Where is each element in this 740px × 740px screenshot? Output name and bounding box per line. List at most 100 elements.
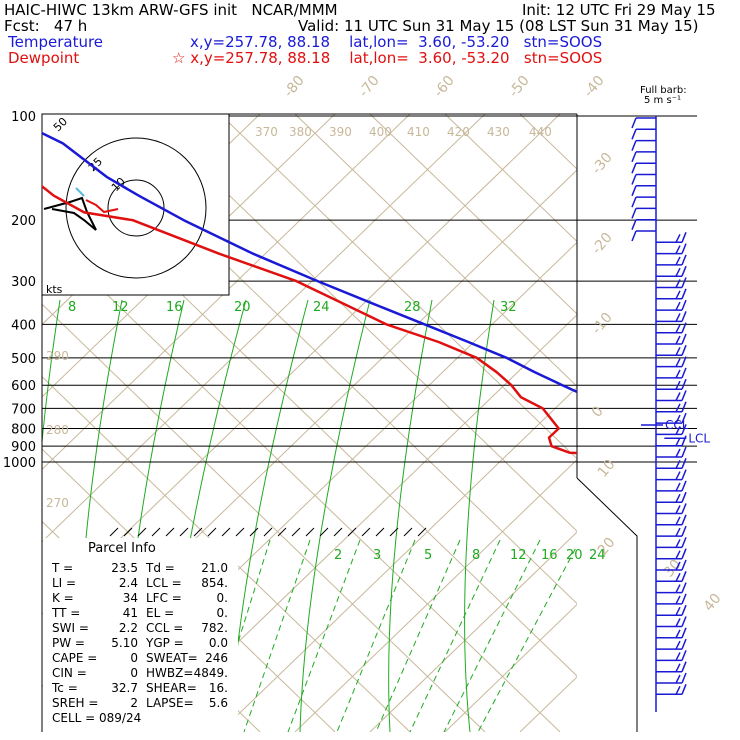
- wind-barb: [631, 230, 656, 242]
- wind-barb: [656, 503, 687, 515]
- barb-flag: [681, 582, 687, 593]
- barb-flag: [631, 140, 637, 151]
- barb-flag: [675, 392, 681, 401]
- barb-flag: [681, 604, 687, 616]
- wind-barb: [656, 345, 687, 357]
- wind-barb: [656, 424, 687, 436]
- theta-label: 430: [487, 125, 510, 139]
- barb-flag: [631, 185, 637, 197]
- valid-time: Valid: 11 UTC Sun 31 May 15 (08 LST Sun …: [298, 17, 699, 35]
- wind-barb: [631, 196, 656, 208]
- full-barb-label: Full barb:: [640, 85, 687, 96]
- theta-label: 410: [407, 125, 430, 139]
- temperature-legend-label: Temperature: [8, 33, 104, 51]
- moist-adiabat-line: [388, 299, 433, 732]
- freezing-tick: [207, 527, 217, 537]
- barb-flag: [675, 618, 681, 627]
- mixing-ratio-label: 5: [424, 548, 432, 563]
- barb-flag: [681, 401, 687, 413]
- barb-flag: [675, 448, 681, 458]
- isotherm-line: [369, 531, 577, 732]
- wind-barb: [631, 128, 656, 140]
- dewpoint-line: [42, 184, 577, 455]
- wind-barb: [656, 661, 687, 673]
- barb-flag: [681, 367, 687, 379]
- barb-flag: [675, 674, 681, 684]
- barb-flag: [631, 162, 637, 174]
- barb-flag: [675, 426, 681, 435]
- barb-flag: [681, 684, 687, 695]
- wind-barb: [631, 185, 656, 197]
- barb-flag: [675, 380, 681, 390]
- temperature-line: [42, 131, 577, 394]
- right-axis-lower: [576, 477, 638, 732]
- parcel-label: LCL =: [146, 576, 182, 590]
- theta-label: 280: [46, 423, 69, 437]
- barb-flag: [681, 480, 687, 492]
- barb-flag: [675, 403, 681, 413]
- dry-adiabat-line: [444, 114, 577, 243]
- isotherm-label: 10: [595, 457, 619, 481]
- wind-barb: [656, 458, 687, 470]
- barb-flag: [681, 322, 687, 333]
- wind-barb: [656, 288, 687, 300]
- freezing-tick: [389, 527, 399, 537]
- barb-flag: [675, 652, 681, 661]
- parcel-value: 34: [123, 591, 138, 605]
- parcel-label: LI =: [52, 576, 76, 590]
- barb-flag: [681, 390, 687, 401]
- barb-flag: [631, 117, 637, 129]
- isotherm-line: [42, 114, 486, 543]
- freezing-tick: [179, 527, 189, 537]
- mixing-ratio-label: 32: [500, 300, 517, 315]
- isotherm-label: -20: [589, 230, 616, 258]
- freezing-tick: [291, 527, 301, 537]
- barb-flag: [681, 254, 687, 266]
- wind-barb: [656, 401, 687, 413]
- isotherm-label: -30: [589, 150, 616, 178]
- barb-flag: [681, 469, 687, 480]
- barb-flag: [675, 369, 681, 379]
- parcel-value: 0.0: [209, 636, 228, 650]
- wind-barb: [656, 277, 687, 289]
- isotherm-line: [42, 114, 561, 615]
- theta-label: 380: [289, 125, 312, 139]
- dry-adiabat-line: [294, 114, 577, 388]
- barb-flag: [681, 593, 687, 605]
- wind-barb: [656, 582, 687, 594]
- wind-barb: [656, 322, 687, 334]
- parcel-value: 0: [130, 651, 138, 665]
- barb-flag: [681, 672, 687, 684]
- parcel-value: 2.2: [119, 621, 138, 635]
- wind-barb: [656, 571, 687, 583]
- dewpoint-legend-info: ☆ x,y=257.78, 88.18 lat,lon= 3.60, -53.2…: [172, 49, 603, 67]
- hodograph-trace-red: [85, 199, 119, 214]
- mixing-ratio-label: 16: [541, 548, 558, 563]
- mixing-ratio-label: 12: [510, 548, 527, 563]
- mixing-ratio-line: [409, 539, 501, 732]
- isotherm-label: 0: [589, 403, 607, 420]
- barb-flag: [675, 267, 681, 277]
- wind-barb: [656, 412, 687, 424]
- theta-label: 370: [255, 125, 278, 139]
- isotherm-line: [294, 458, 577, 732]
- mixing-ratio-label: 3: [373, 548, 381, 563]
- parcel-value: 0: [130, 666, 138, 680]
- mixing-ratio-label: 8: [68, 300, 76, 315]
- wind-barb: [631, 173, 656, 185]
- full-barb-unit: 5 m s⁻¹: [644, 95, 681, 106]
- pressure-tick-label: 800: [11, 422, 36, 437]
- barb-flag: [675, 358, 681, 367]
- barb-flag: [675, 629, 681, 639]
- wind-barb: [656, 435, 687, 447]
- parcel-value: 782.: [201, 621, 228, 635]
- pressure-tick-label: 400: [11, 318, 36, 333]
- barb-flag: [675, 640, 681, 650]
- parcel-label: CAPE =: [52, 651, 97, 665]
- barb-flag: [631, 151, 637, 163]
- wind-barb: [656, 243, 687, 255]
- barb-flag: [675, 346, 681, 356]
- wind-barb: [656, 232, 687, 244]
